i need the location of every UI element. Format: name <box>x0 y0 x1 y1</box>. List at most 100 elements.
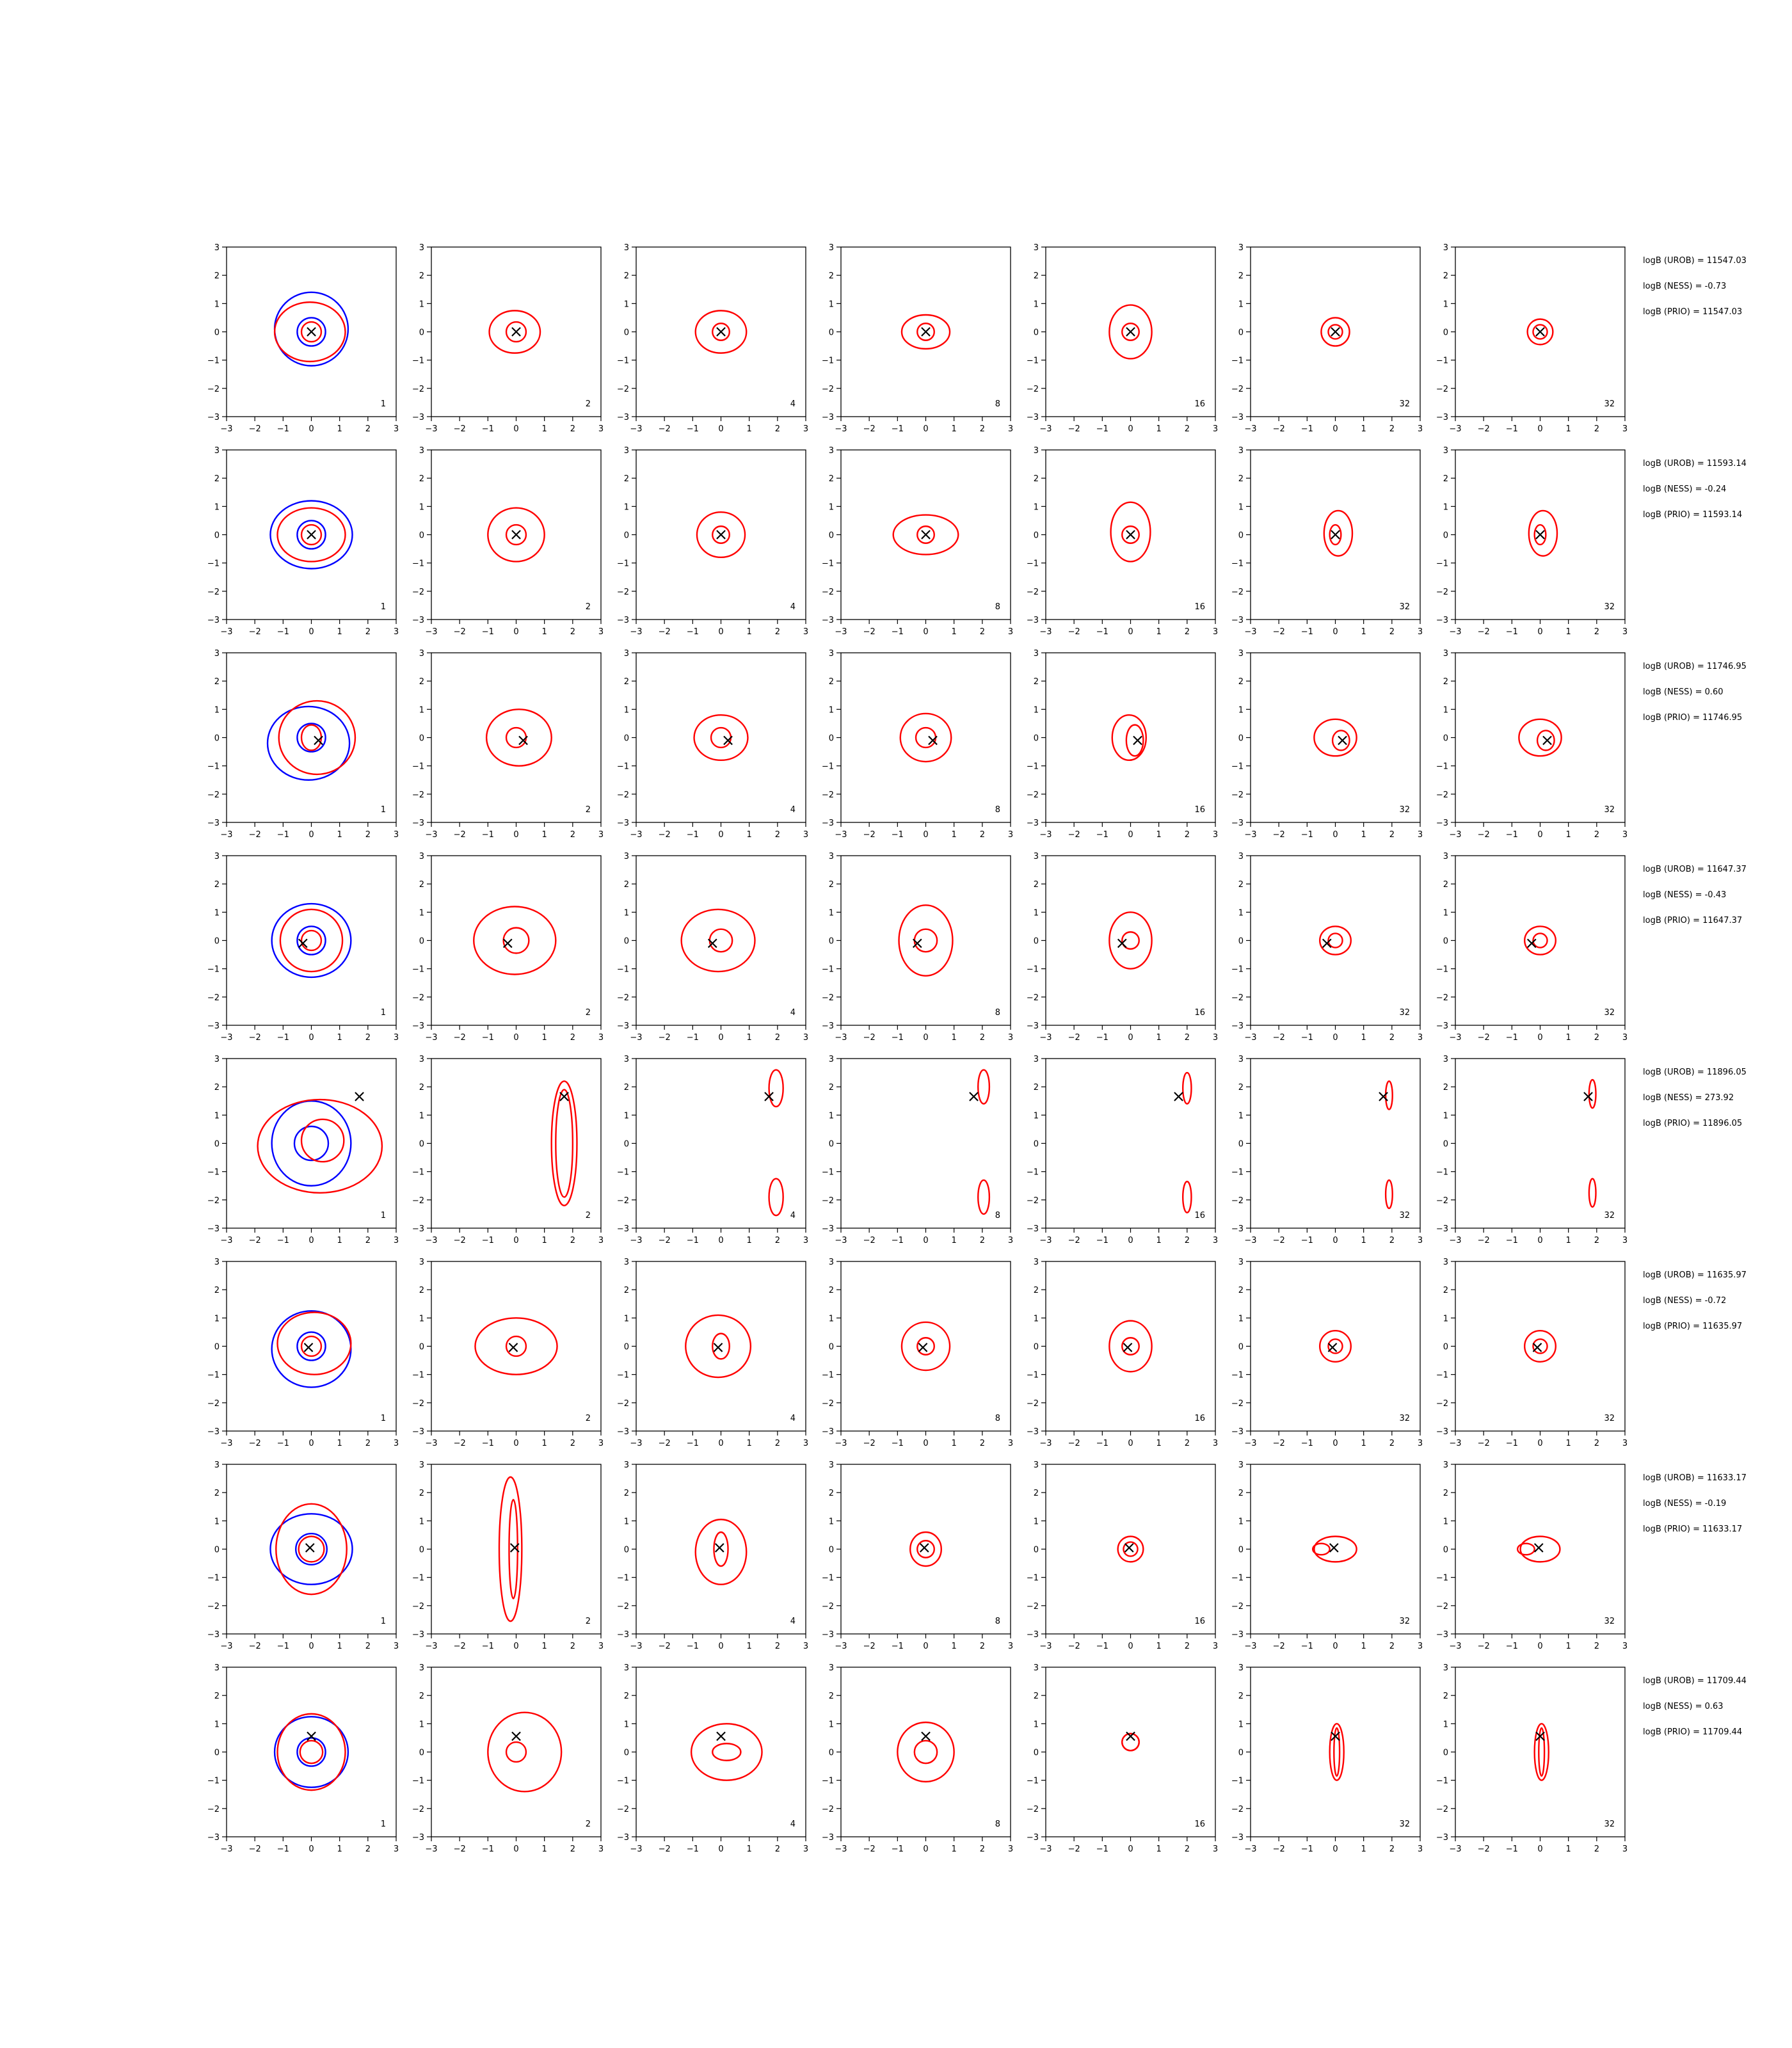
plot-area <box>898 904 954 977</box>
x-tick-label: −1 <box>1096 424 1108 434</box>
estimate-contour <box>300 524 323 546</box>
true-point-marker: × <box>1320 934 1334 953</box>
plot-area <box>680 908 756 973</box>
y-tick-label: 0 <box>1034 734 1039 744</box>
x-tick-label: −2 <box>1273 1642 1285 1651</box>
y-tick-label: 0 <box>214 1546 220 1555</box>
y-tick-label: 3 <box>624 649 629 659</box>
y-tick-label: 1 <box>624 908 629 918</box>
x-tick-label: 2 <box>1389 1642 1395 1651</box>
y-tick-label: 3 <box>419 1258 424 1267</box>
subplot-corner-label: 16 <box>1194 399 1205 409</box>
plot-area <box>257 1098 383 1194</box>
y-tick-label: 3 <box>1034 1055 1039 1064</box>
y-tick-label: −3 <box>1027 616 1039 625</box>
x-tick-label: 0 <box>1128 830 1133 840</box>
x-tick-label: −3 <box>1244 1033 1256 1043</box>
y-tick-label: 0 <box>1034 328 1039 338</box>
estimate-contour <box>1327 324 1343 340</box>
estimate-contour <box>1125 724 1144 757</box>
x-tick-label: −1 <box>277 830 289 840</box>
x-tick-label: −3 <box>835 1236 847 1245</box>
x-tick-label: 0 <box>1332 830 1338 840</box>
subplot: × −3 −2 −1 0 1 2 3 −3 −2 −1 0 1 2 3 32 <box>1436 852 1628 1043</box>
estimate-contour <box>1526 318 1554 346</box>
subplot-corner-label: 8 <box>995 1211 1000 1220</box>
x-tick-label: 3 <box>803 1033 808 1043</box>
true-point-marker: × <box>1122 1538 1136 1557</box>
x-tick-label: 0 <box>1128 424 1133 434</box>
y-tick-label: −2 <box>1436 1805 1448 1814</box>
y-tick-label: −3 <box>1436 616 1448 625</box>
subplot-corner-label: 8 <box>995 1008 1000 1018</box>
axes-frame <box>1250 1058 1421 1229</box>
subplot-corner-label: 32 <box>1399 1820 1410 1829</box>
x-tick-label: 1 <box>952 1844 957 1854</box>
row-stat-label: logB (PRIO) = 11746.95 <box>1643 713 1742 723</box>
x-tick-label: −2 <box>454 424 466 434</box>
y-tick-label: 1 <box>624 1517 629 1526</box>
y-tick-label: 2 <box>1034 1489 1039 1498</box>
x-tick-label: −2 <box>1068 1439 1080 1448</box>
y-tick-label: −3 <box>412 819 424 828</box>
x-tick-label: −1 <box>1301 1236 1313 1245</box>
y-tick-label: 0 <box>1034 937 1039 947</box>
estimate-contour <box>498 1476 523 1622</box>
y-tick-label: −1 <box>617 762 629 772</box>
subplot-corner-label: 16 <box>1194 1617 1205 1626</box>
y-tick-label: 2 <box>1443 1083 1448 1092</box>
subplot-corner-label: 1 <box>381 805 386 815</box>
x-tick-label: −2 <box>659 1439 671 1448</box>
y-tick-label: 1 <box>1443 1111 1448 1121</box>
x-tick-label: 1 <box>952 1642 957 1651</box>
estimate-contour <box>300 1118 345 1163</box>
x-tick-label: 2 <box>1389 830 1395 840</box>
y-tick-label: 2 <box>1034 880 1039 890</box>
x-tick-label: −3 <box>835 1642 847 1651</box>
plot-area <box>498 1476 523 1622</box>
estimate-contour <box>1384 1179 1393 1210</box>
y-tick-label: 2 <box>1443 677 1448 687</box>
subplot-corner-label: 8 <box>995 602 1000 612</box>
row-stat-label: logB (UROB) = 11633.17 <box>1643 1473 1747 1483</box>
x-tick-label: 3 <box>1418 627 1423 637</box>
x-tick-label: 3 <box>803 830 808 840</box>
plot-area <box>768 1069 784 1217</box>
true-point-marker: × <box>301 1338 316 1357</box>
y-tick-label: 0 <box>1238 1748 1244 1758</box>
x-tick-label: 1 <box>952 1033 957 1043</box>
y-tick-label: 1 <box>419 1517 424 1526</box>
y-tick-label: 1 <box>419 1314 424 1324</box>
x-tick-label: −3 <box>1449 1236 1461 1245</box>
subplot-corner-label: 8 <box>995 1617 1000 1626</box>
subplot-corner-label: 16 <box>1194 1414 1205 1423</box>
subplot-corner-label: 8 <box>995 399 1000 409</box>
y-tick-label: −3 <box>617 1630 629 1640</box>
estimate-contour <box>1533 1723 1549 1781</box>
y-tick-label: −1 <box>412 965 424 975</box>
x-tick-label: −2 <box>1478 1642 1490 1651</box>
reference-contour <box>293 1125 330 1162</box>
y-tick-label: 3 <box>1034 852 1039 861</box>
x-tick-label: −1 <box>277 1844 289 1854</box>
x-tick-label: −3 <box>1449 1033 1461 1043</box>
subplot: × −3 −2 −1 0 1 2 3 −3 −2 −1 0 1 2 3 2 <box>412 649 604 840</box>
estimate-contour <box>1519 1535 1561 1563</box>
x-tick-label: 0 <box>1332 1642 1338 1651</box>
estimate-contour <box>1121 931 1140 950</box>
true-point-marker: × <box>705 934 719 953</box>
subplot-corner-label: 4 <box>790 1617 796 1626</box>
estimate-contour <box>279 908 344 973</box>
x-tick-label: 2 <box>365 1439 371 1448</box>
y-tick-label: 0 <box>419 531 424 541</box>
estimate-contour <box>276 1311 352 1375</box>
x-tick-label: −3 <box>1449 424 1461 434</box>
subplot: × −3 −2 −1 0 1 2 3 −3 −2 −1 0 1 2 3 32 <box>1231 852 1423 1043</box>
x-tick-label: −1 <box>1506 424 1518 434</box>
true-point-marker: × <box>1329 323 1343 342</box>
estimate-contour <box>916 525 935 544</box>
subplot: × −3 −2 −1 0 1 2 3 −3 −2 −1 0 1 2 3 2 <box>412 446 604 637</box>
x-tick-label: 1 <box>747 1844 752 1854</box>
x-tick-label: 0 <box>718 1642 723 1651</box>
plot-area <box>694 310 748 354</box>
